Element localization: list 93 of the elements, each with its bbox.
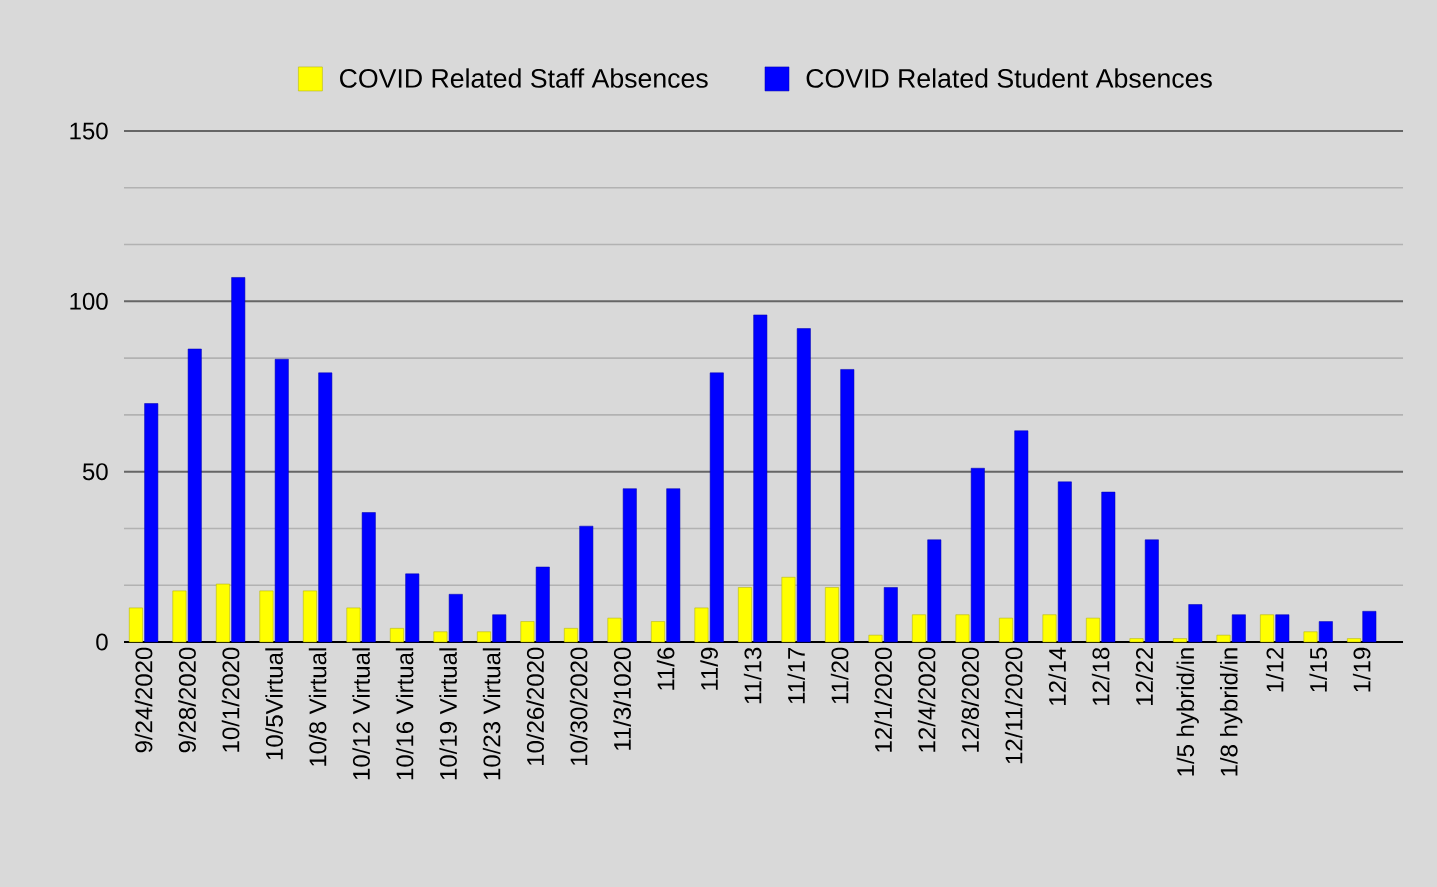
x-tick-label: 10/8 Virtual — [308, 648, 327, 766]
bar — [912, 614, 926, 643]
bar — [927, 539, 942, 643]
bar — [709, 372, 724, 643]
x-tick-label: 10/30/2020 — [569, 647, 588, 765]
bar — [840, 369, 855, 643]
bar — [492, 614, 507, 643]
x-tick-label: 10/19 Virtual — [439, 648, 457, 780]
x-tick-label: 9/24/2020 — [134, 647, 153, 753]
bar — [738, 587, 752, 643]
y-tick-label: 150 — [70, 122, 108, 140]
bar — [781, 576, 796, 643]
bar — [1086, 617, 1100, 643]
x-tick-label: 11/6 — [656, 647, 675, 690]
bar — [1275, 614, 1290, 643]
bar — [868, 634, 883, 643]
legend-label: COVID Related Student Absences — [806, 68, 1212, 88]
bar — [535, 566, 550, 643]
x-tick-label: 11/20 — [830, 647, 849, 704]
bar — [1129, 638, 1144, 643]
y-tick-label: 100 — [70, 292, 108, 310]
bar — [172, 590, 187, 643]
x-tick-label: 10/23 Virtual — [482, 648, 501, 780]
bar — [579, 525, 594, 643]
x-tick-label: 12/1/2020 — [874, 647, 892, 752]
bar — [694, 607, 709, 643]
x-tick-label: 11/17 — [787, 647, 805, 704]
bar — [1362, 611, 1377, 643]
bar — [970, 467, 985, 643]
bar — [144, 403, 159, 643]
bar — [390, 628, 404, 643]
bar — [520, 621, 535, 643]
bar — [1347, 638, 1361, 643]
bar — [274, 358, 289, 643]
x-tick-label: 12/18 — [1091, 647, 1110, 705]
bar — [622, 488, 637, 643]
bar — [405, 573, 420, 643]
bar — [1216, 634, 1231, 643]
bar — [564, 628, 578, 643]
bar — [825, 587, 839, 643]
x-tick-label: 9/28/2020 — [178, 647, 196, 753]
bar — [883, 587, 898, 643]
bar — [318, 372, 333, 643]
x-tick-label: 11/13 — [743, 647, 762, 704]
bar — [231, 277, 246, 643]
bar — [302, 590, 317, 643]
bar — [1318, 621, 1333, 643]
bar — [259, 590, 274, 643]
bar — [361, 512, 376, 643]
bar — [346, 607, 361, 643]
x-tick-label: 11/3/1020 — [613, 647, 631, 750]
bar — [1231, 614, 1246, 643]
x-tick-label: 12/11/2020 — [1004, 647, 1023, 764]
bar — [651, 621, 665, 643]
bar — [1144, 539, 1159, 643]
bar — [796, 328, 811, 643]
bar — [1057, 481, 1072, 643]
bar — [1014, 430, 1029, 643]
x-tick-label: 1/8 hybrid/in — [1219, 648, 1243, 776]
x-tick-label: 10/1/2020 — [221, 647, 240, 752]
legend-label: COVID Related Staff Absences — [340, 68, 708, 88]
bar — [1173, 638, 1187, 643]
y-tick-label: 50 — [82, 463, 108, 481]
x-tick-label: 12/4/2020 — [917, 647, 936, 752]
x-tick-label: 12/8/2020 — [961, 647, 979, 752]
x-tick-label: 12/14 — [1048, 647, 1066, 705]
bar — [999, 617, 1013, 643]
x-tick-label: 1/19 — [1352, 647, 1371, 692]
bar — [1101, 491, 1116, 643]
bar — [1042, 614, 1057, 643]
bar — [955, 614, 970, 643]
x-tick-label: 12/22 — [1135, 647, 1153, 705]
bar — [607, 617, 622, 643]
bar — [1260, 614, 1274, 643]
bar — [448, 594, 463, 643]
x-tick-label: 10/12 Virtual — [352, 648, 370, 780]
bar — [128, 607, 143, 643]
x-tick-label: 10/5Virtual — [265, 648, 283, 760]
bar — [477, 631, 491, 643]
x-tick-label: 1/5 hybrid/in — [1176, 648, 1199, 776]
bar — [187, 348, 202, 643]
x-tick-label: 10/16 Virtual — [395, 648, 414, 780]
bar — [666, 488, 681, 643]
y-tick-label: 0 — [96, 633, 108, 651]
x-tick-label: 1/12 — [1265, 647, 1284, 692]
x-tick-label: 10/26/2020 — [526, 647, 544, 765]
bar — [433, 631, 448, 643]
bar — [753, 314, 768, 643]
bar — [215, 583, 230, 643]
x-tick-label: 11/9 — [700, 647, 718, 690]
x-tick-label: 1/15 — [1309, 647, 1327, 692]
bar — [1188, 604, 1203, 643]
bar — [1303, 631, 1318, 643]
